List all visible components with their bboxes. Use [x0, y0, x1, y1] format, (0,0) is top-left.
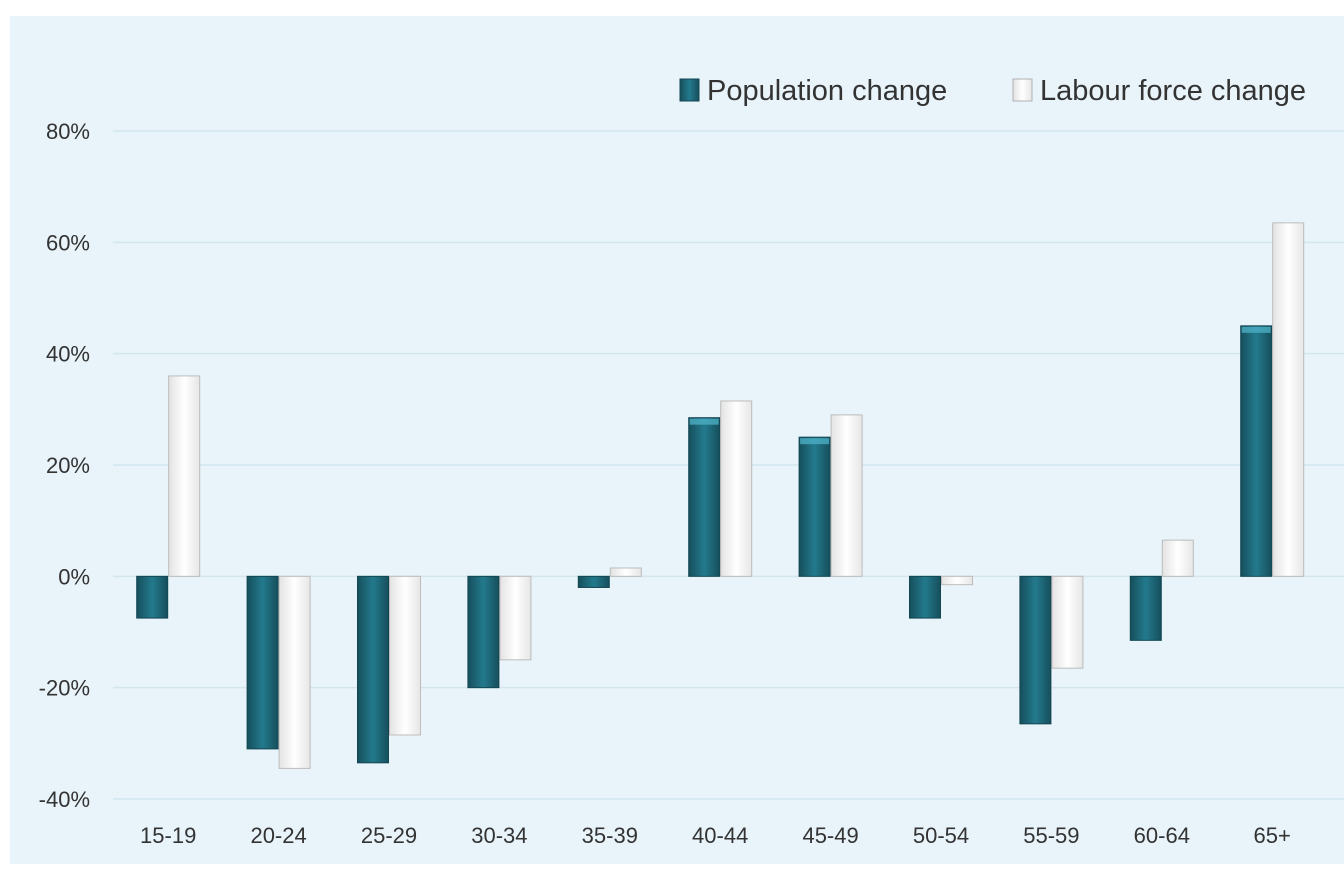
legend-swatch-population [679, 78, 700, 102]
legend-label-population: Population change [707, 75, 947, 107]
x-tick-label: 35-39 [582, 823, 638, 848]
legend-swatch-labour [1012, 78, 1033, 102]
y-tick-label: -40% [39, 787, 90, 812]
bar-population-40-44 [688, 417, 721, 577]
bar-population-45-49 [798, 436, 831, 577]
bar-population-20-24 [246, 575, 279, 750]
bar-labour-45-49 [830, 414, 863, 577]
bar-labour-55-59 [1051, 575, 1084, 669]
bar-population-50-54 [909, 575, 941, 619]
bar-population-25-29 [357, 575, 389, 764]
x-tick-label: 15-19 [140, 823, 196, 848]
bar-labour-40-44 [720, 400, 753, 577]
bar-labour-35-39 [609, 567, 642, 577]
y-tick-label: -20% [39, 676, 90, 701]
bar-population-55-59 [1019, 575, 1052, 725]
bar-labour-60-64 [1161, 539, 1194, 577]
bar-population-15-19 [136, 575, 169, 619]
y-tick-label: 40% [46, 342, 90, 367]
x-tick-label: 30-34 [471, 823, 527, 848]
legend-item-population: Population change [679, 75, 947, 107]
x-tick-label: 60-64 [1134, 823, 1190, 848]
x-tick-label: 65+ [1254, 823, 1291, 848]
bar-population-30-34 [467, 575, 500, 689]
x-tick-label: 25-29 [361, 823, 417, 848]
bars [136, 222, 1305, 769]
x-tick-label: 50-54 [913, 823, 969, 848]
bar-labour-65+ [1272, 222, 1305, 577]
x-tick-label: 40-44 [692, 823, 748, 848]
bar-labour-20-24 [278, 575, 311, 769]
y-tick-label: 0% [58, 564, 90, 589]
legend-label-labour: Labour force change [1040, 75, 1306, 107]
plot-background [10, 16, 1344, 864]
x-tick-label: 45-49 [802, 823, 858, 848]
bar-labour-25-29 [389, 575, 421, 736]
bar-population-65+ [1240, 325, 1273, 577]
bar-labour-50-54 [941, 575, 973, 586]
bar-highlight-45-49 [800, 438, 830, 445]
bar-highlight-65+ [1241, 326, 1271, 333]
x-tick-label: 20-24 [250, 823, 306, 848]
bar-labour-15-19 [168, 375, 201, 577]
legend: Population change Labour force change [679, 75, 1306, 107]
bar-labour-30-34 [499, 575, 532, 661]
y-tick-label: 60% [46, 230, 90, 255]
legend-item-labour: Labour force change [1012, 75, 1306, 107]
x-tick-label: 55-59 [1023, 823, 1079, 848]
x-axis-ticks: 15-19 20-24 25-29 30-34 35-39 40-44 45-49 50-54… [140, 823, 1291, 848]
y-axis-ticks: -40% -20% 0% 20% 40% 60% 80% [39, 119, 90, 812]
bar-population-35-39 [577, 575, 610, 588]
bar-population-60-64 [1129, 575, 1162, 641]
y-tick-label: 80% [46, 119, 90, 144]
y-tick-label: 20% [46, 453, 90, 478]
bar-highlight-40-44 [689, 418, 719, 425]
